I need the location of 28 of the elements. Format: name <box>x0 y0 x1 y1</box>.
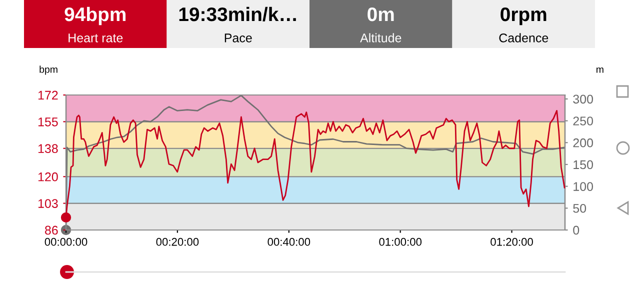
y-tick-label: 86 <box>45 226 58 235</box>
text: Cadence <box>499 33 548 42</box>
x-tick-label: 00:00:00 <box>44 238 88 246</box>
x-tick-label: 00:20:00 <box>156 238 199 246</box>
y2-tick-label: 150 <box>574 160 594 170</box>
y-tick-label: 103 <box>38 199 58 208</box>
text: 0m <box>368 7 394 22</box>
y2-tick-label: 0 <box>573 226 580 235</box>
y-axis-title: bpm <box>40 66 58 75</box>
x-tick-label: 01:00:00 <box>379 238 422 246</box>
y2-tick-label: 200 <box>573 138 594 148</box>
x-tick-label: 00:40:00 <box>268 238 310 246</box>
y2-tick-label: 50 <box>573 204 586 213</box>
y-tick-label: 120 <box>38 172 58 182</box>
y2-tick-label: 100 <box>574 182 594 191</box>
text: Pace <box>224 34 252 42</box>
y2-axis-title: m <box>596 68 604 73</box>
y2-tick-label: 300 <box>573 94 594 104</box>
x-tick-label: 01:20:00 <box>490 238 533 246</box>
y-tick-label: 155 <box>38 118 58 126</box>
text: 0rpm <box>500 7 546 26</box>
text: 19:33min/k… <box>179 6 296 22</box>
text: Altitude <box>360 33 402 42</box>
text: Heart rate <box>68 34 123 42</box>
text: 94bpm <box>64 6 126 26</box>
y-tick-label: 172 <box>38 90 58 100</box>
y2-tick-label: 250 <box>573 116 594 126</box>
y-tick-label: 138 <box>38 144 58 154</box>
